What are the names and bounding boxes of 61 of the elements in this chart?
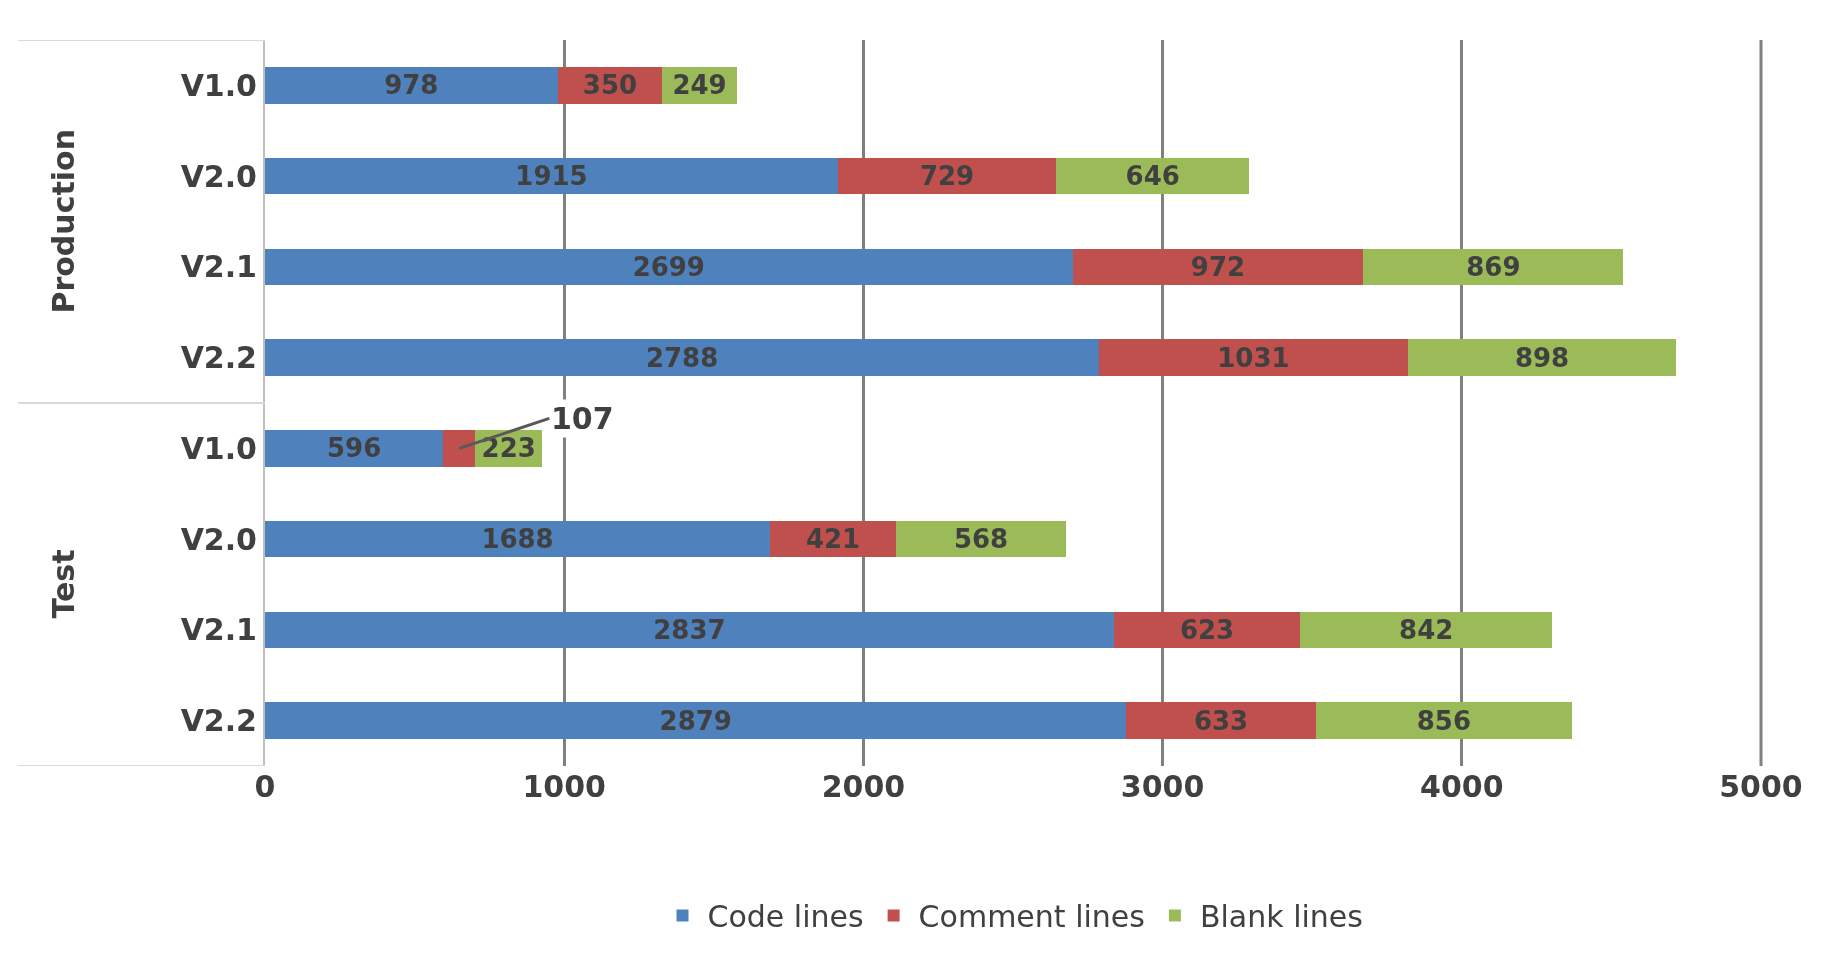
bar	[1072, 248, 1364, 286]
data-label: 107	[551, 401, 614, 436]
data-label: 646	[1125, 161, 1180, 192]
x-tick-label: 3000	[1120, 769, 1205, 804]
x-tick-label: 0	[254, 769, 276, 804]
data-label: 869	[1466, 251, 1521, 282]
y-tick-label: V2.1	[180, 249, 257, 285]
data-label: 1031	[1217, 342, 1290, 373]
data-label: 350	[582, 70, 638, 101]
data-label: 596	[327, 433, 382, 464]
x-tick-label: 5000	[1719, 769, 1803, 804]
y-tick-label: V2.2	[180, 703, 257, 739]
bar	[265, 67, 558, 104]
bar	[1315, 702, 1572, 739]
data-label: 249	[672, 70, 727, 101]
y-tick-label: V1.0	[180, 67, 257, 103]
data-label: 1688	[481, 524, 554, 555]
data-label: 898	[1514, 342, 1570, 373]
x-tick-label: 1000	[522, 769, 606, 804]
bar	[265, 339, 1100, 376]
data-label: 2837	[653, 614, 726, 645]
bar	[265, 248, 1073, 286]
legend-label: Code lines	[707, 899, 864, 935]
data-label: 223	[481, 433, 536, 464]
data-label: 856	[1416, 705, 1471, 736]
bar	[837, 157, 1057, 195]
data-label: 2879	[659, 705, 732, 736]
data-label: 568	[953, 524, 1009, 555]
data-label: 978	[384, 70, 439, 101]
text: Test	[45, 549, 81, 619]
bar	[1113, 611, 1301, 649]
y-tick-label: V2.0	[180, 521, 257, 557]
bar	[1407, 339, 1677, 376]
data-label: 2699	[632, 251, 705, 282]
x-tick-label: 4000	[1420, 769, 1504, 804]
data-label: 2788	[645, 342, 719, 373]
y-tick-label: V1.0	[180, 430, 257, 466]
data-label: 842	[1399, 614, 1454, 645]
data-label: 421	[805, 524, 861, 555]
bar	[1363, 248, 1624, 286]
legend-label: Comment lines	[918, 899, 1145, 935]
x-tick-label: 2000	[821, 769, 906, 804]
bar	[1126, 702, 1316, 739]
legend-label: Blank lines	[1199, 899, 1363, 935]
y-tick-label: V2.1	[180, 612, 257, 648]
bar	[443, 430, 476, 467]
data-label: 633	[1193, 705, 1249, 736]
y-tick-label: V2.2	[180, 340, 257, 376]
bar	[265, 702, 1127, 739]
bar	[265, 520, 771, 558]
bar	[265, 157, 838, 195]
data-label: 623	[1179, 614, 1235, 645]
bar	[265, 611, 1114, 649]
y-tick-label: V2.0	[180, 158, 257, 194]
data-label: 1915	[515, 161, 588, 192]
bar	[1300, 611, 1553, 649]
data-label: 972	[1190, 251, 1246, 282]
data-label: 729	[919, 161, 975, 192]
bar	[1099, 339, 1408, 376]
text: Production	[45, 128, 81, 314]
bar	[265, 430, 444, 467]
